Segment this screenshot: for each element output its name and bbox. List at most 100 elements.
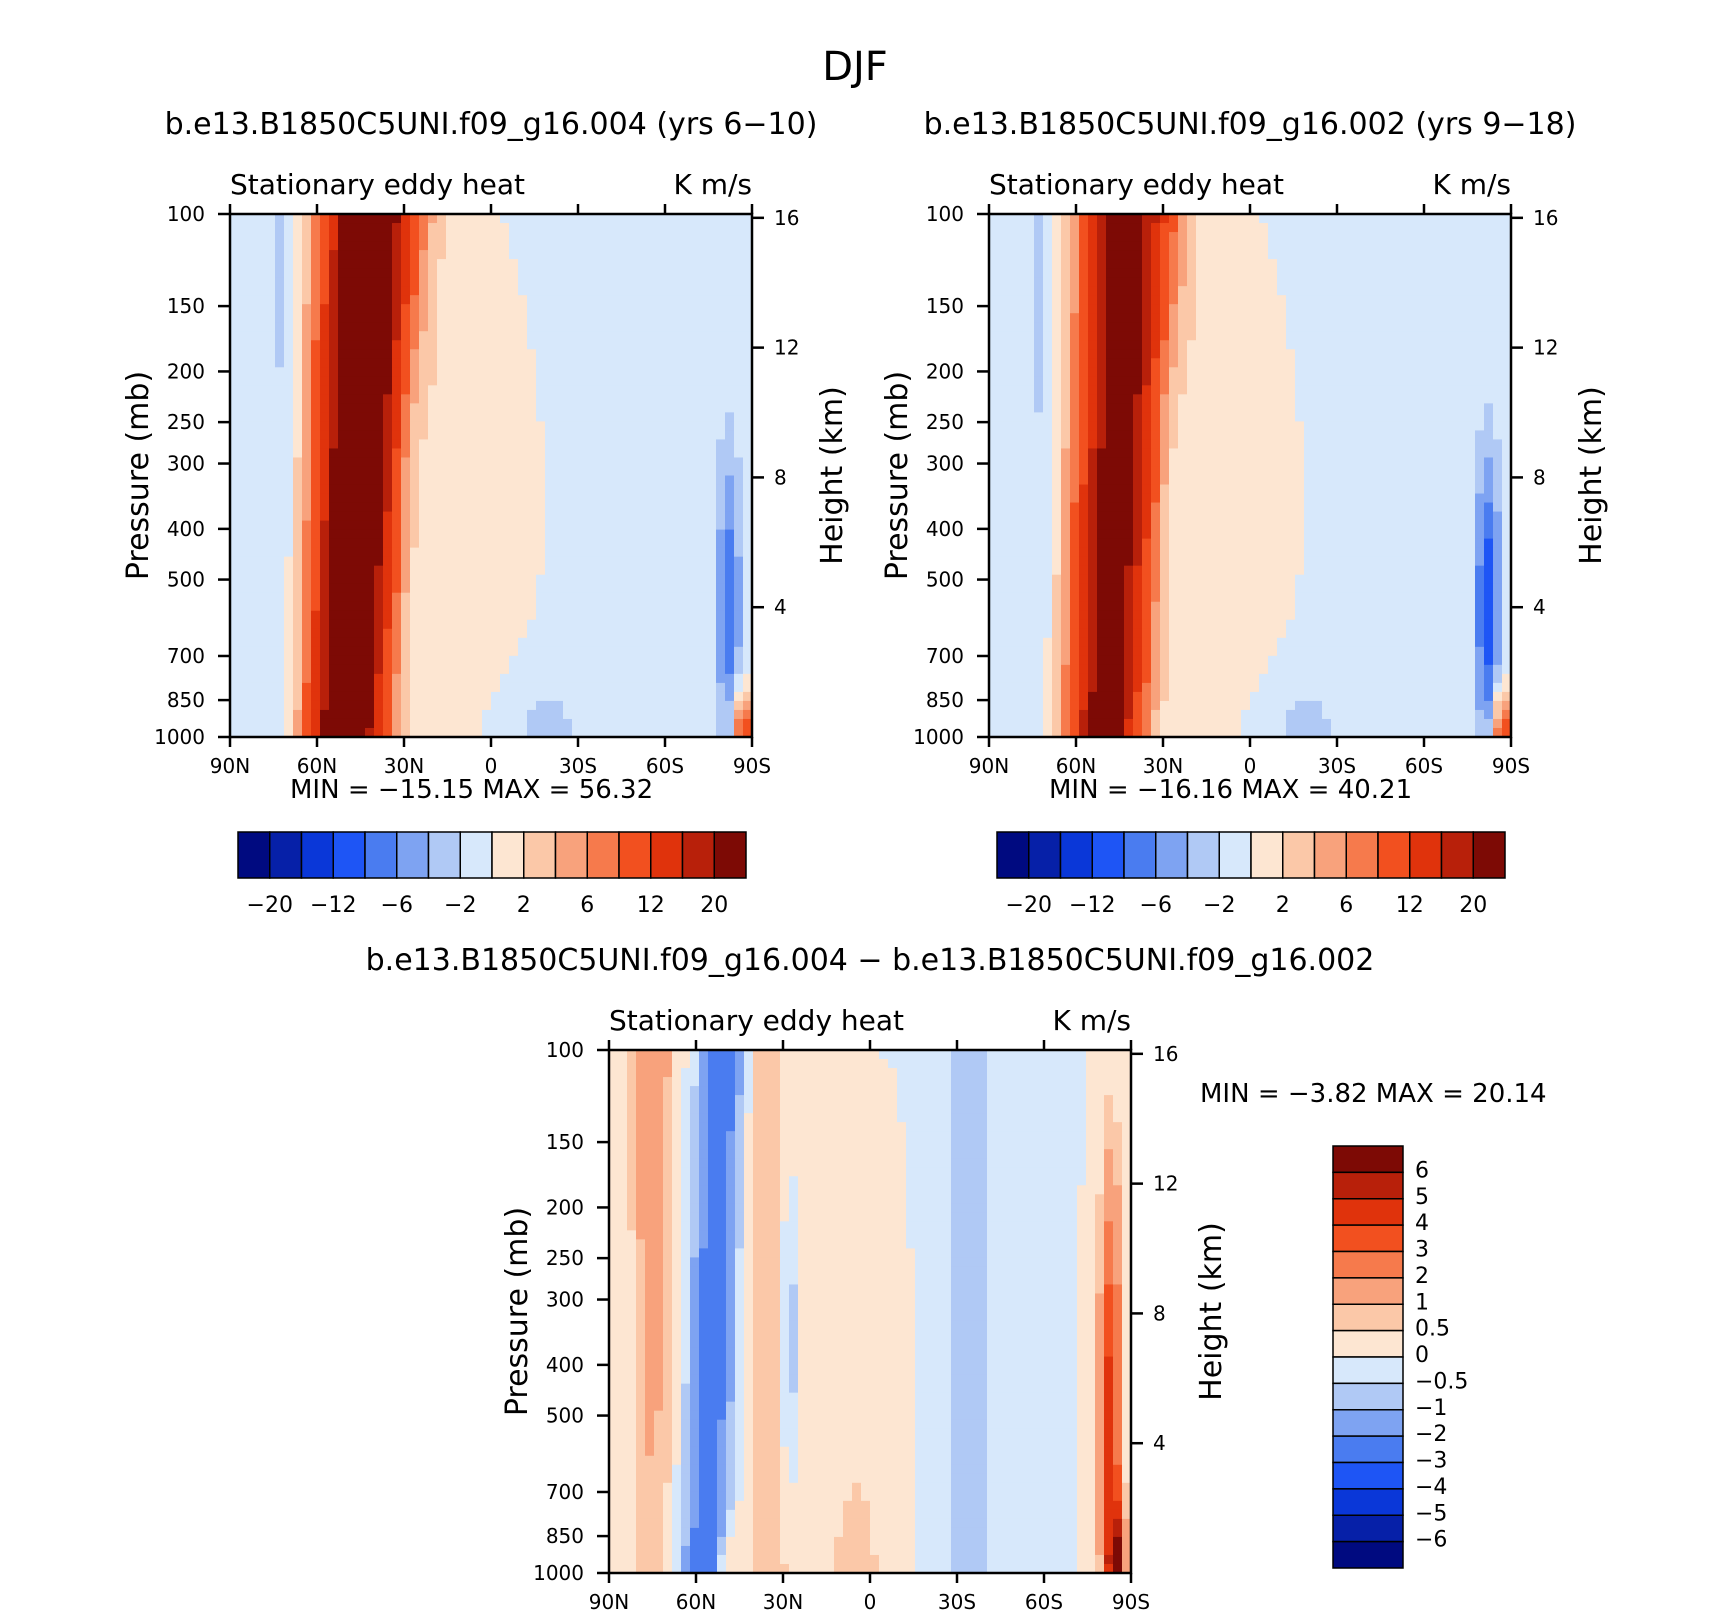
heatmap-cell <box>599 439 609 450</box>
heatmap-cell <box>356 619 366 630</box>
heatmap-cell <box>1115 367 1125 377</box>
heatmap-cell <box>437 421 447 432</box>
heatmap-cell <box>725 439 735 450</box>
heatmap-cell <box>1088 412 1098 422</box>
heatmap-cell <box>671 493 681 504</box>
heatmap-cell <box>545 574 555 585</box>
heatmap-cell <box>590 367 600 377</box>
heatmap-cell <box>536 655 546 666</box>
heatmap-cell <box>266 394 276 404</box>
heatmap-cell <box>1061 358 1071 368</box>
heatmap-cell <box>608 214 618 224</box>
heatmap-cell <box>1061 646 1071 657</box>
heatmap-cell <box>491 295 501 305</box>
heatmap-cell <box>365 259 375 269</box>
heatmap-cell <box>518 475 528 486</box>
heatmap-cell <box>446 709 456 720</box>
heatmap-cell <box>734 475 744 486</box>
heatmap-cell <box>563 520 573 531</box>
heatmap-cell <box>545 466 555 477</box>
heatmap-cell <box>1178 322 1188 332</box>
heatmap-cell <box>356 457 366 468</box>
heatmap-cell <box>998 565 1008 576</box>
heatmap-cell <box>671 547 681 558</box>
heatmap-cell <box>608 223 618 233</box>
heatmap-cell <box>1160 223 1170 233</box>
heatmap-cell <box>1007 250 1017 260</box>
heatmap-cell <box>1061 664 1071 675</box>
heatmap-cell <box>464 682 474 693</box>
heatmap-cell <box>707 709 717 720</box>
heatmap-cell <box>464 313 474 323</box>
heatmap-cell <box>635 592 645 603</box>
heatmap-cell <box>1061 241 1071 251</box>
heatmap-cell <box>455 313 465 323</box>
heatmap-cell <box>374 511 384 522</box>
heatmap-cell <box>554 520 564 531</box>
heatmap-cell <box>410 682 420 693</box>
y-tick-label: 300 <box>167 452 205 476</box>
heatmap-cell <box>707 313 717 323</box>
heatmap-cell <box>491 556 501 567</box>
heatmap-cell <box>1061 700 1071 711</box>
heatmap-cell <box>743 403 753 413</box>
heatmap-cell <box>590 349 600 359</box>
heatmap-cell <box>563 358 573 368</box>
heatmap-cell <box>293 277 303 287</box>
heatmap-cell <box>1133 439 1143 450</box>
heatmap-cell <box>1052 313 1062 323</box>
heatmap-cell <box>401 412 411 422</box>
heatmap-cell <box>536 664 546 675</box>
heatmap-cell <box>374 673 384 684</box>
heatmap-cell <box>428 250 438 260</box>
heatmap-cell <box>257 322 267 332</box>
heatmap-cell <box>1187 610 1197 621</box>
heatmap-cell <box>509 628 519 639</box>
heatmap-cell <box>1061 340 1071 350</box>
heatmap-cell <box>1034 565 1044 576</box>
heatmap-cell <box>518 331 528 341</box>
heatmap-cell <box>998 520 1008 531</box>
heatmap-cell <box>572 565 582 576</box>
heatmap-cell <box>1160 673 1170 684</box>
heatmap-cell <box>482 592 492 603</box>
heatmap-cell <box>410 367 420 377</box>
heatmap-cell <box>509 637 519 648</box>
heatmap-cell <box>1160 457 1170 468</box>
heatmap-cell <box>1070 556 1080 567</box>
colorbar-label: 2 <box>517 893 531 918</box>
heatmap-cell <box>725 376 735 386</box>
heatmap-cell <box>689 376 699 386</box>
heatmap-cell <box>1061 232 1071 242</box>
heatmap-cell <box>1205 583 1215 594</box>
heatmap-cell <box>293 376 303 386</box>
heatmap-cell <box>518 682 528 693</box>
heatmap-cell <box>320 637 330 648</box>
heatmap-cell <box>662 727 672 738</box>
heatmap-cell <box>1133 268 1143 278</box>
colorbar-box <box>459 831 493 879</box>
heatmap-cell <box>617 421 627 432</box>
heatmap-cell <box>1007 673 1017 684</box>
heatmap-cell <box>707 385 717 395</box>
heatmap-cell <box>410 304 420 314</box>
heatmap-cell <box>716 295 726 305</box>
heatmap-cell <box>1196 322 1206 332</box>
heatmap-cell <box>644 511 654 522</box>
heatmap-cell <box>464 385 474 395</box>
heatmap-cell <box>554 727 564 738</box>
heatmap-cell <box>725 682 735 693</box>
heatmap-cell <box>590 664 600 675</box>
heatmap-cell <box>1034 655 1044 666</box>
heatmap-cell <box>734 502 744 513</box>
heatmap-cell <box>1115 520 1125 531</box>
heatmap-cell <box>374 655 384 666</box>
heatmap-cell <box>329 709 339 720</box>
heatmap-cell <box>347 727 357 738</box>
heatmap-cell <box>311 682 321 693</box>
heatmap-cell <box>590 547 600 558</box>
heatmap-cell <box>698 349 708 359</box>
heatmap-cell <box>1196 700 1206 711</box>
heatmap-cell <box>1052 628 1062 639</box>
heatmap-cell <box>707 493 717 504</box>
